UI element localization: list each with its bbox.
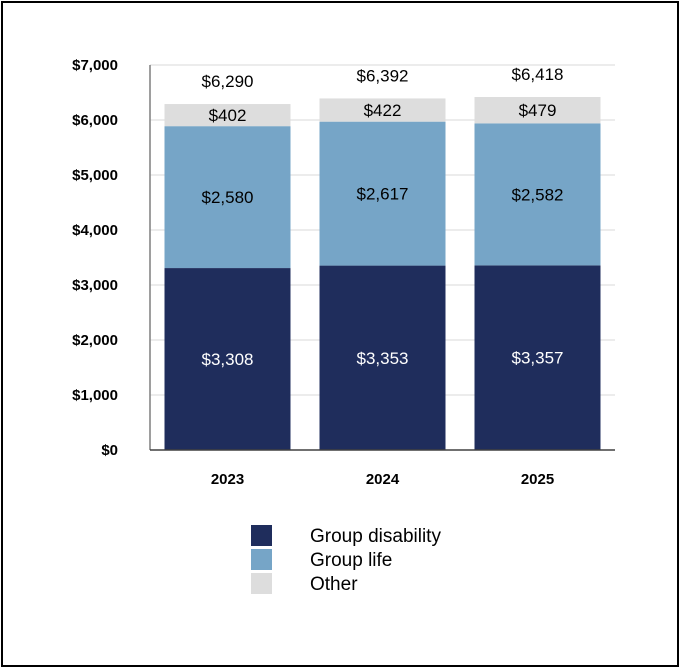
data-label: $422 [364,101,402,120]
bar-segment [474,265,601,450]
total-label: $6,392 [357,66,409,85]
x-tick-label: 2024 [366,471,400,488]
data-label: $3,308 [202,350,254,369]
bar-segment [474,123,601,266]
data-label: $2,617 [357,185,409,204]
y-tick-label: $4,000 [72,222,118,239]
total-label: $6,290 [202,72,254,91]
data-label: $2,580 [202,188,254,207]
y-tick-label: $2,000 [72,332,118,349]
y-tick-label: $3,000 [72,277,118,294]
y-tick-label: $1,000 [72,387,118,404]
y-tick-label: $6,000 [72,112,118,129]
bar-segment [474,97,601,124]
y-tick-label: $5,000 [72,167,118,184]
data-label: $2,582 [512,185,564,204]
legend-label: Other [310,574,358,595]
bar-segment [164,104,291,127]
bar-segment [164,126,291,269]
legend-swatch [251,549,272,570]
data-label: $3,357 [512,349,564,368]
legend-swatch [251,525,272,546]
y-tick-label: $0 [101,442,118,459]
data-label: $402 [209,106,247,125]
legend-label: Group disability [310,526,441,547]
y-tick-label: $7,000 [72,57,118,74]
data-label: $3,353 [357,349,409,368]
data-label: $479 [519,101,557,120]
legend-label: Group life [310,550,392,571]
x-tick-label: 2023 [211,471,244,488]
total-label: $6,418 [512,65,564,84]
legend-swatch [251,573,272,594]
bar-segment [319,265,446,450]
x-tick-label: 2025 [521,471,554,488]
bar-segment [164,268,291,450]
bar-segment [319,121,446,266]
bar-segment [319,98,446,122]
